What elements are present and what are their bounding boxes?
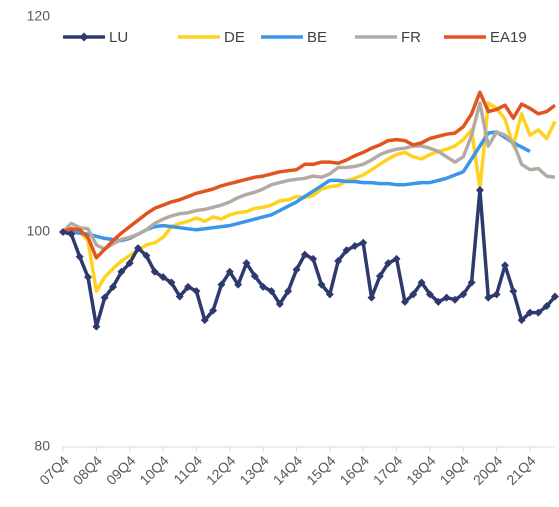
point-marker (392, 254, 401, 263)
point-marker (225, 267, 234, 276)
point-marker (400, 297, 409, 306)
x-tick-label: 13Q4 (236, 452, 272, 488)
point-marker (375, 272, 384, 281)
point-marker (359, 238, 368, 247)
legend-label: DE (224, 29, 245, 46)
point-marker (292, 265, 301, 274)
point-marker (184, 282, 193, 291)
point-marker (384, 259, 393, 268)
point-marker (442, 293, 451, 302)
point-marker (275, 300, 284, 309)
x-tick-label: 14Q4 (270, 452, 306, 488)
point-marker (534, 308, 543, 317)
point-marker (325, 290, 334, 299)
point-marker (334, 257, 343, 266)
series-line (62, 188, 557, 329)
legend-label: BE (307, 29, 327, 46)
point-marker (500, 261, 509, 270)
point-marker (209, 306, 218, 315)
x-tick-label: 08Q4 (70, 452, 106, 488)
x-tick-label: 10Q4 (136, 452, 172, 488)
series-line (62, 90, 557, 260)
x-tick-label: 18Q4 (403, 452, 439, 488)
legend-marker (79, 32, 89, 42)
point-marker (75, 252, 84, 261)
point-marker (92, 322, 101, 331)
point-marker (459, 290, 468, 299)
point-marker (542, 302, 551, 311)
x-tick-label: 17Q4 (370, 452, 406, 488)
point-marker (409, 290, 418, 299)
point-marker (67, 230, 76, 239)
point-marker (342, 246, 351, 255)
point-marker (350, 241, 359, 250)
point-marker (200, 316, 209, 325)
point-marker (517, 316, 526, 325)
point-marker (84, 273, 93, 282)
point-marker (117, 267, 126, 276)
x-tick-label: 12Q4 (203, 452, 239, 488)
point-marker (284, 287, 293, 296)
point-marker (259, 282, 268, 291)
x-tick-label: 19Q4 (436, 452, 472, 488)
y-tick-label: 80 (34, 438, 50, 454)
point-marker (525, 308, 534, 317)
point-marker (434, 297, 443, 306)
series-line (61, 101, 556, 251)
x-tick-label: 21Q4 (503, 452, 539, 488)
point-marker (367, 293, 376, 302)
point-marker (484, 293, 493, 302)
point-marker (125, 259, 134, 268)
x-tick-label: 09Q4 (103, 452, 139, 488)
series-line (62, 101, 557, 293)
point-marker (217, 280, 226, 289)
point-marker (551, 292, 559, 301)
point-marker (242, 259, 251, 268)
point-marker (309, 254, 318, 263)
x-tick-label: 07Q4 (36, 452, 72, 488)
point-marker (250, 272, 259, 281)
point-marker (509, 287, 518, 296)
point-marker (167, 278, 176, 287)
point-marker (100, 293, 109, 302)
legend-label: EA19 (490, 29, 527, 46)
point-marker (417, 278, 426, 287)
y-tick-label: 120 (27, 8, 51, 24)
point-marker (317, 280, 326, 289)
x-tick-label: 16Q4 (336, 452, 372, 488)
point-marker (450, 295, 459, 304)
point-marker (159, 273, 168, 282)
point-marker (142, 251, 151, 260)
point-marker (109, 282, 118, 291)
point-marker (475, 186, 484, 195)
x-tick-label: 15Q4 (303, 452, 339, 488)
point-marker (150, 267, 159, 276)
point-marker (267, 287, 276, 296)
y-tick-label: 100 (27, 223, 51, 239)
point-marker (59, 228, 67, 236)
point-marker (234, 280, 243, 289)
x-tick-label: 20Q4 (470, 452, 506, 488)
point-marker (134, 244, 143, 253)
legend-label: FR (401, 29, 421, 46)
x-tick-label: 11Q4 (170, 452, 205, 487)
point-marker (467, 278, 476, 287)
legend-label: LU (109, 29, 128, 46)
point-marker (300, 250, 309, 259)
point-marker (492, 290, 501, 299)
point-marker (192, 287, 201, 296)
point-marker (425, 290, 434, 299)
point-marker (175, 292, 184, 301)
